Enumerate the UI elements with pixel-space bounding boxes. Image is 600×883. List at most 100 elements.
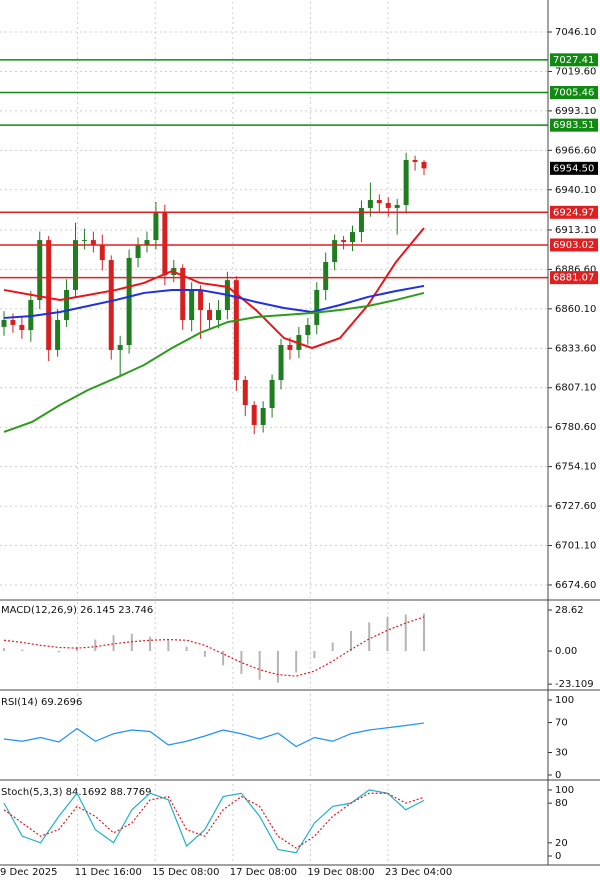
y-tick-label: 80: [555, 798, 568, 809]
candle-body: [358, 207, 364, 233]
candle-body: [269, 380, 275, 408]
candle-body: [189, 289, 195, 321]
candle-body: [412, 160, 418, 162]
level-label: 7027.41: [553, 55, 594, 66]
indicator-line: [3, 792, 425, 849]
moving-average: [3, 284, 425, 319]
candle-body: [28, 300, 34, 330]
candle-body: [385, 203, 391, 208]
level-tag: [550, 238, 598, 252]
candle-body: [394, 204, 400, 208]
level-label: 6903.02: [553, 240, 594, 251]
y-tick-label: 6940.10: [555, 185, 596, 196]
candle-body: [55, 320, 61, 350]
candle-body: [1, 320, 7, 327]
level-tag: [550, 271, 598, 285]
candle-body: [144, 240, 150, 246]
moving-average: [3, 227, 425, 350]
y-tick-label: 7019.60: [555, 66, 596, 77]
last-price-tag: [550, 161, 598, 175]
candle-body: [278, 345, 284, 381]
candle-body: [260, 407, 266, 425]
candle-body: [421, 161, 427, 169]
indicator-line: [3, 616, 425, 677]
y-tick-label: 6727.60: [555, 501, 596, 512]
y-tick-label: 6860.10: [555, 304, 596, 315]
x-tick-label: 19 Dec 08:00: [307, 867, 374, 878]
y-tick-label: 6701.10: [555, 541, 596, 552]
candle-body: [90, 240, 96, 246]
x-tick-label: 15 Dec 08:00: [152, 867, 219, 878]
level-tag: [550, 85, 598, 99]
y-tick-label: 0: [555, 851, 561, 862]
y-tick-label: 6674.60: [555, 580, 596, 591]
candle-body: [323, 261, 329, 290]
candle-body: [305, 324, 311, 336]
y-tick-label: 100: [555, 695, 574, 706]
level-label: 6881.07: [553, 273, 594, 284]
candle-body: [46, 240, 52, 350]
y-tick-label: 6807.10: [555, 383, 596, 394]
candle-body: [10, 320, 16, 325]
candle-body: [198, 289, 204, 311]
candle-body: [367, 200, 373, 208]
x-tick-label: 11 Dec 16:00: [75, 867, 142, 878]
last-price-label: 6954.50: [553, 163, 594, 174]
candle-body: [72, 240, 78, 290]
candle-body: [242, 380, 248, 406]
level-label: 6983.51: [553, 120, 594, 131]
candle-body: [215, 310, 221, 321]
candle-body: [180, 267, 186, 321]
candle-body: [251, 405, 257, 425]
y-tick-label: 6754.10: [555, 462, 596, 473]
y-tick-label: 20: [555, 838, 568, 849]
level-label: 6924.97: [553, 207, 594, 218]
y-tick-label: 6966.60: [555, 145, 596, 156]
candle-body: [81, 240, 87, 242]
y-tick-label: 6913.10: [555, 225, 596, 236]
y-tick-label: 30: [555, 747, 568, 758]
level-label: 7005.46: [553, 87, 594, 98]
moving-average: [3, 291, 425, 433]
candle-body: [207, 310, 213, 321]
candle-body: [341, 240, 347, 243]
indicator-line: [3, 722, 425, 748]
candle-body: [403, 160, 409, 205]
candle-body: [162, 211, 168, 276]
y-tick-label: 6993.10: [555, 106, 596, 117]
y-tick-label: -23.109: [555, 679, 594, 690]
candle-body: [117, 345, 123, 350]
y-tick-label: 6780.60: [555, 422, 596, 433]
y-tick-label: 0: [555, 770, 561, 781]
indicator-title: Stoch(5,3,3) 84.1692 88.7769: [1, 787, 152, 798]
candle-body: [376, 200, 382, 204]
candle-body: [99, 245, 105, 261]
x-tick-label: 23 Dec 04:00: [385, 867, 452, 878]
level-tag: [550, 118, 598, 132]
y-tick-label: 6833.60: [555, 343, 596, 354]
y-tick-label: 100: [555, 785, 574, 796]
candle-body: [287, 345, 293, 350]
x-tick-label: 9 Dec 2025: [0, 867, 58, 878]
level-tag: [550, 205, 598, 219]
candle-body: [233, 280, 239, 381]
candle-body: [37, 240, 43, 301]
candle-body: [332, 240, 338, 262]
y-tick-label: 0.00: [555, 646, 577, 657]
level-tag: [550, 53, 598, 67]
y-tick-label: 7046.10: [555, 27, 596, 38]
candle-body: [314, 289, 320, 325]
candle-body: [126, 257, 132, 346]
x-tick-label: 17 Dec 08:00: [230, 867, 297, 878]
y-tick-label: 28.62: [555, 605, 584, 616]
candle-body: [153, 211, 159, 241]
candle-body: [135, 245, 141, 258]
indicator-title: MACD(12,26,9) 26.145 23.746: [1, 605, 153, 616]
y-tick-label: 6886.60: [555, 264, 596, 275]
indicator-title: RSI(14) 69.2696: [1, 697, 82, 708]
candle-body: [350, 232, 356, 243]
y-tick-label: 70: [555, 718, 568, 729]
